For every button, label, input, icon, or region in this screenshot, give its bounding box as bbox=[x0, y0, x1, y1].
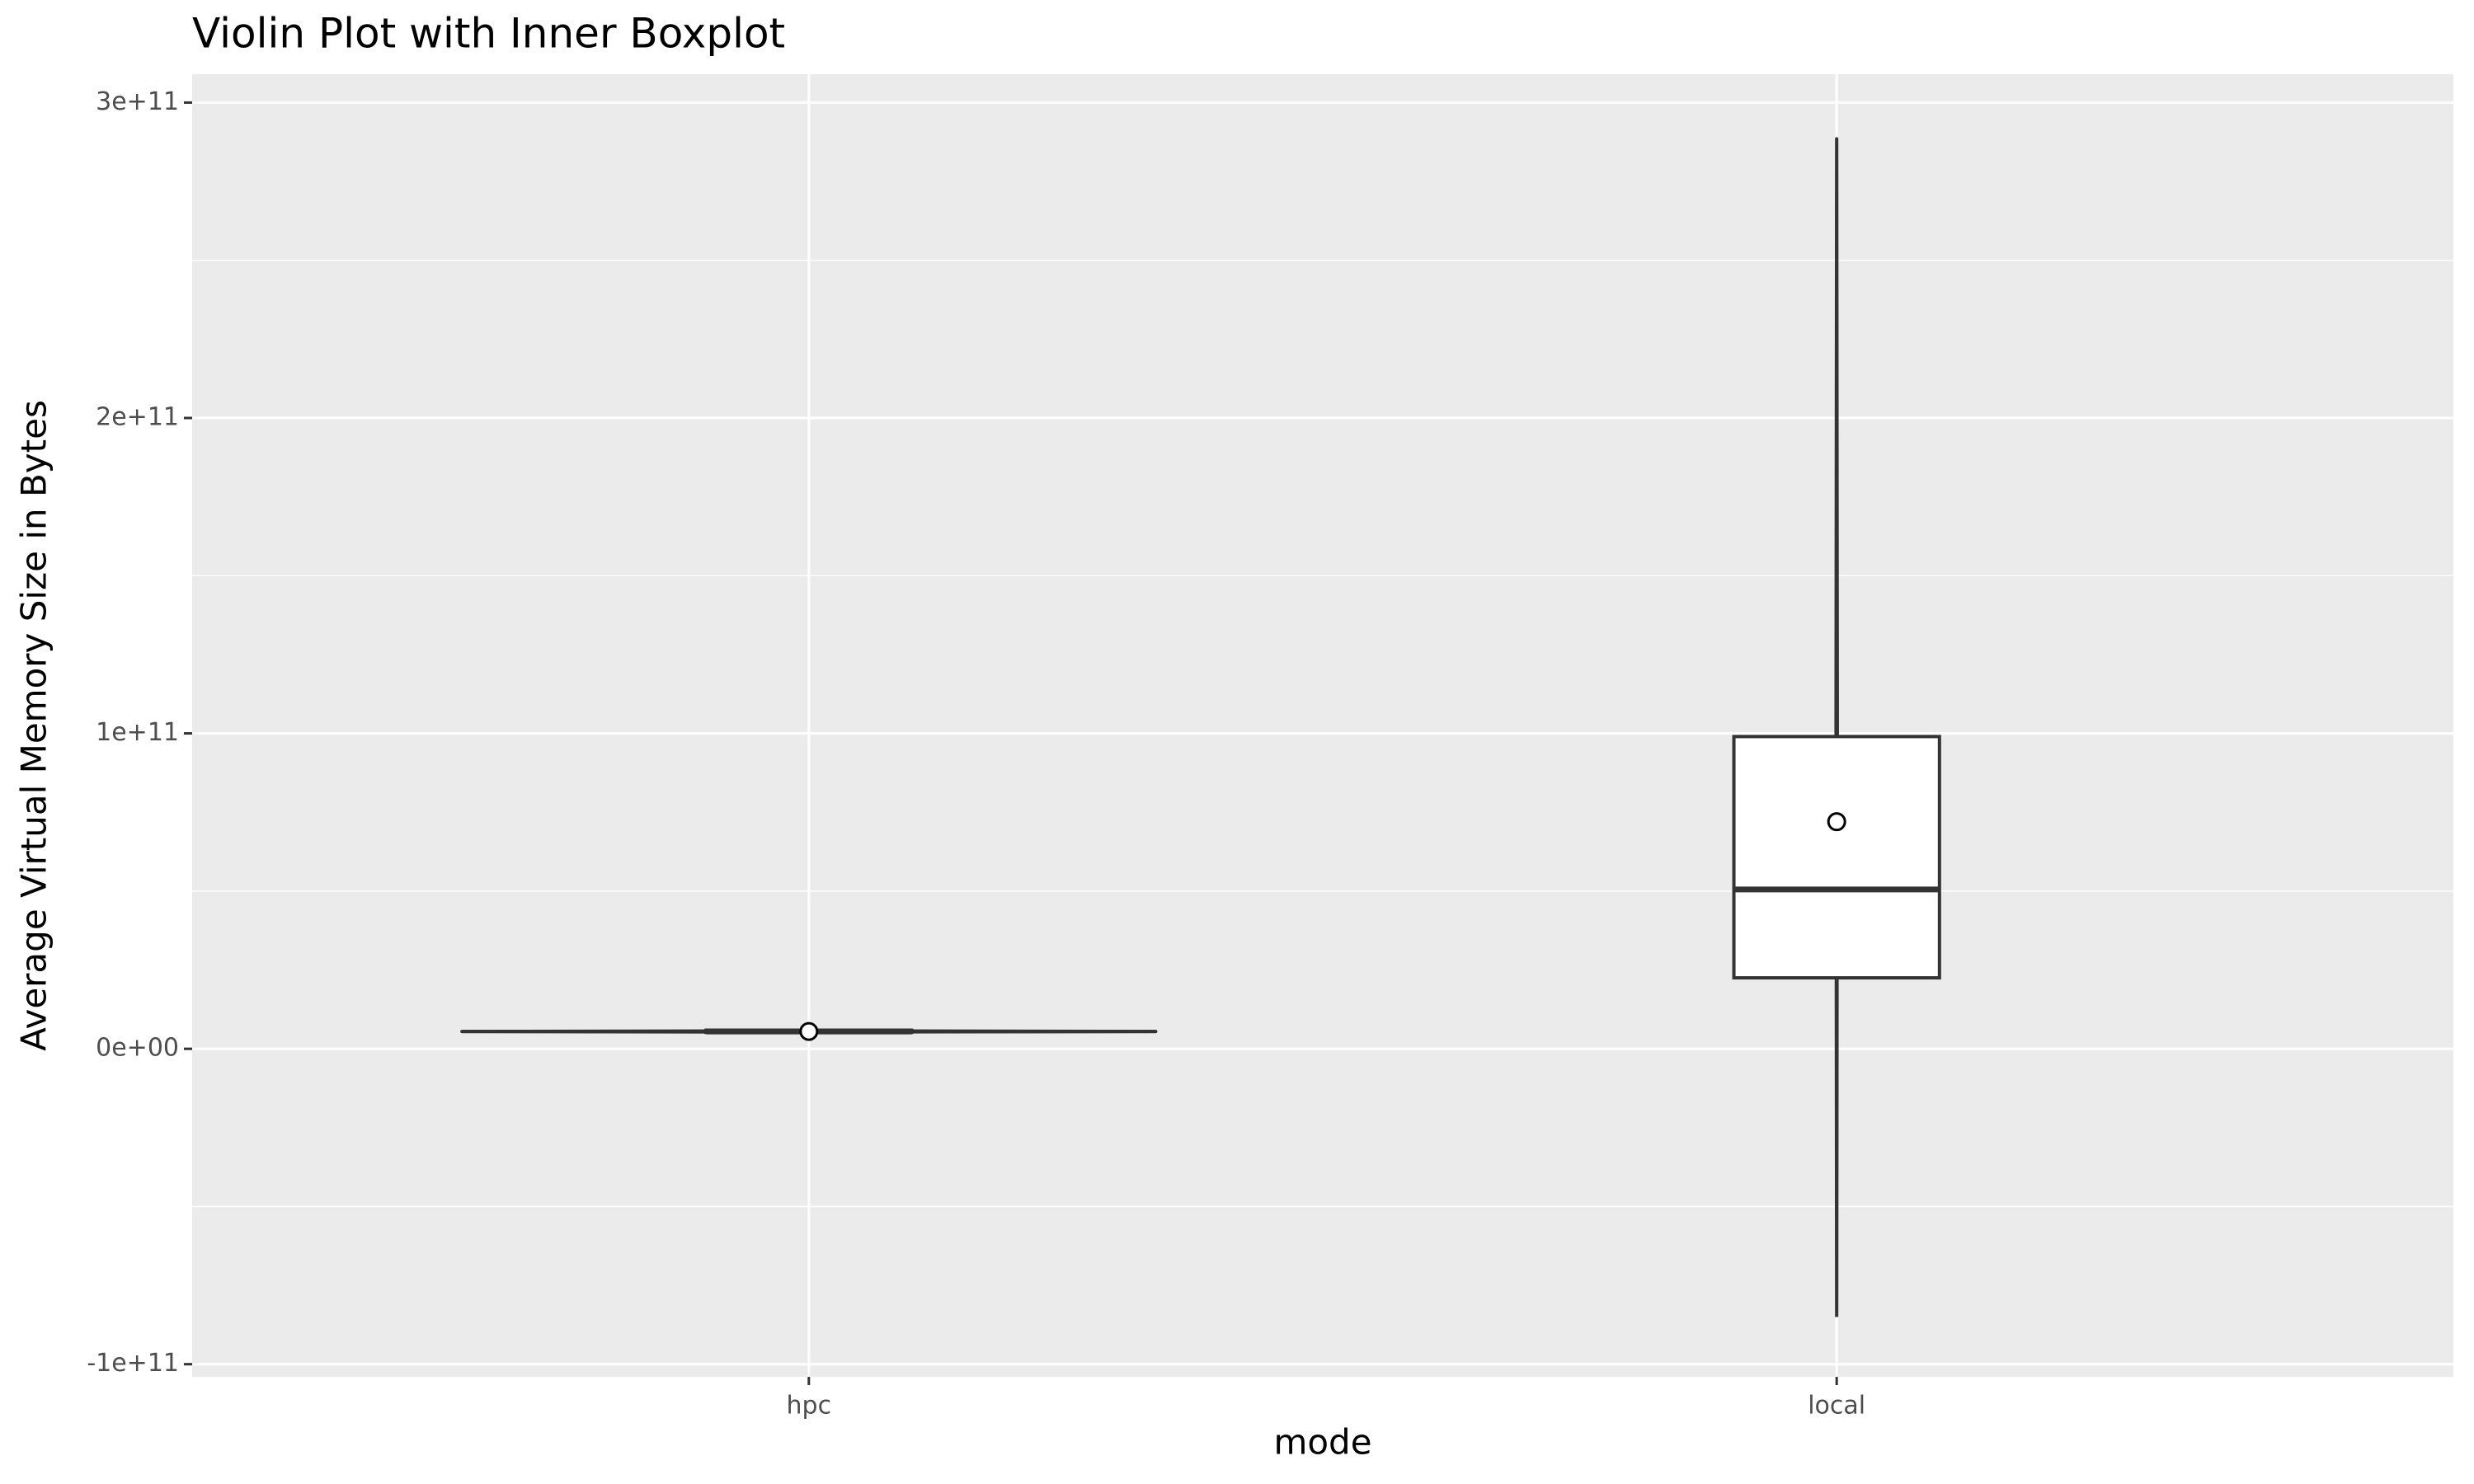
plot-panel bbox=[192, 74, 2453, 1377]
chart-title: Violin Plot with Inner Boxplot bbox=[192, 10, 785, 58]
y-tick-label: 3e+11 bbox=[96, 87, 179, 116]
mean-point bbox=[1827, 812, 1846, 832]
x-tick-label: local bbox=[1808, 1392, 1865, 1421]
mean-point bbox=[799, 1021, 819, 1041]
violin bbox=[1834, 136, 1839, 1320]
y-tick-label: 0e+00 bbox=[96, 1034, 179, 1063]
y-tick-label: 2e+11 bbox=[96, 402, 179, 431]
y-axis-title: Average Virtual Memory Size in Bytes bbox=[14, 400, 54, 1051]
y-tick-label: -1e+11 bbox=[87, 1349, 179, 1378]
y-tick-label: 1e+11 bbox=[96, 718, 179, 747]
x-tick-label: hpc bbox=[787, 1392, 832, 1421]
x-axis-title: mode bbox=[1273, 1422, 1371, 1463]
box bbox=[1732, 735, 1941, 980]
